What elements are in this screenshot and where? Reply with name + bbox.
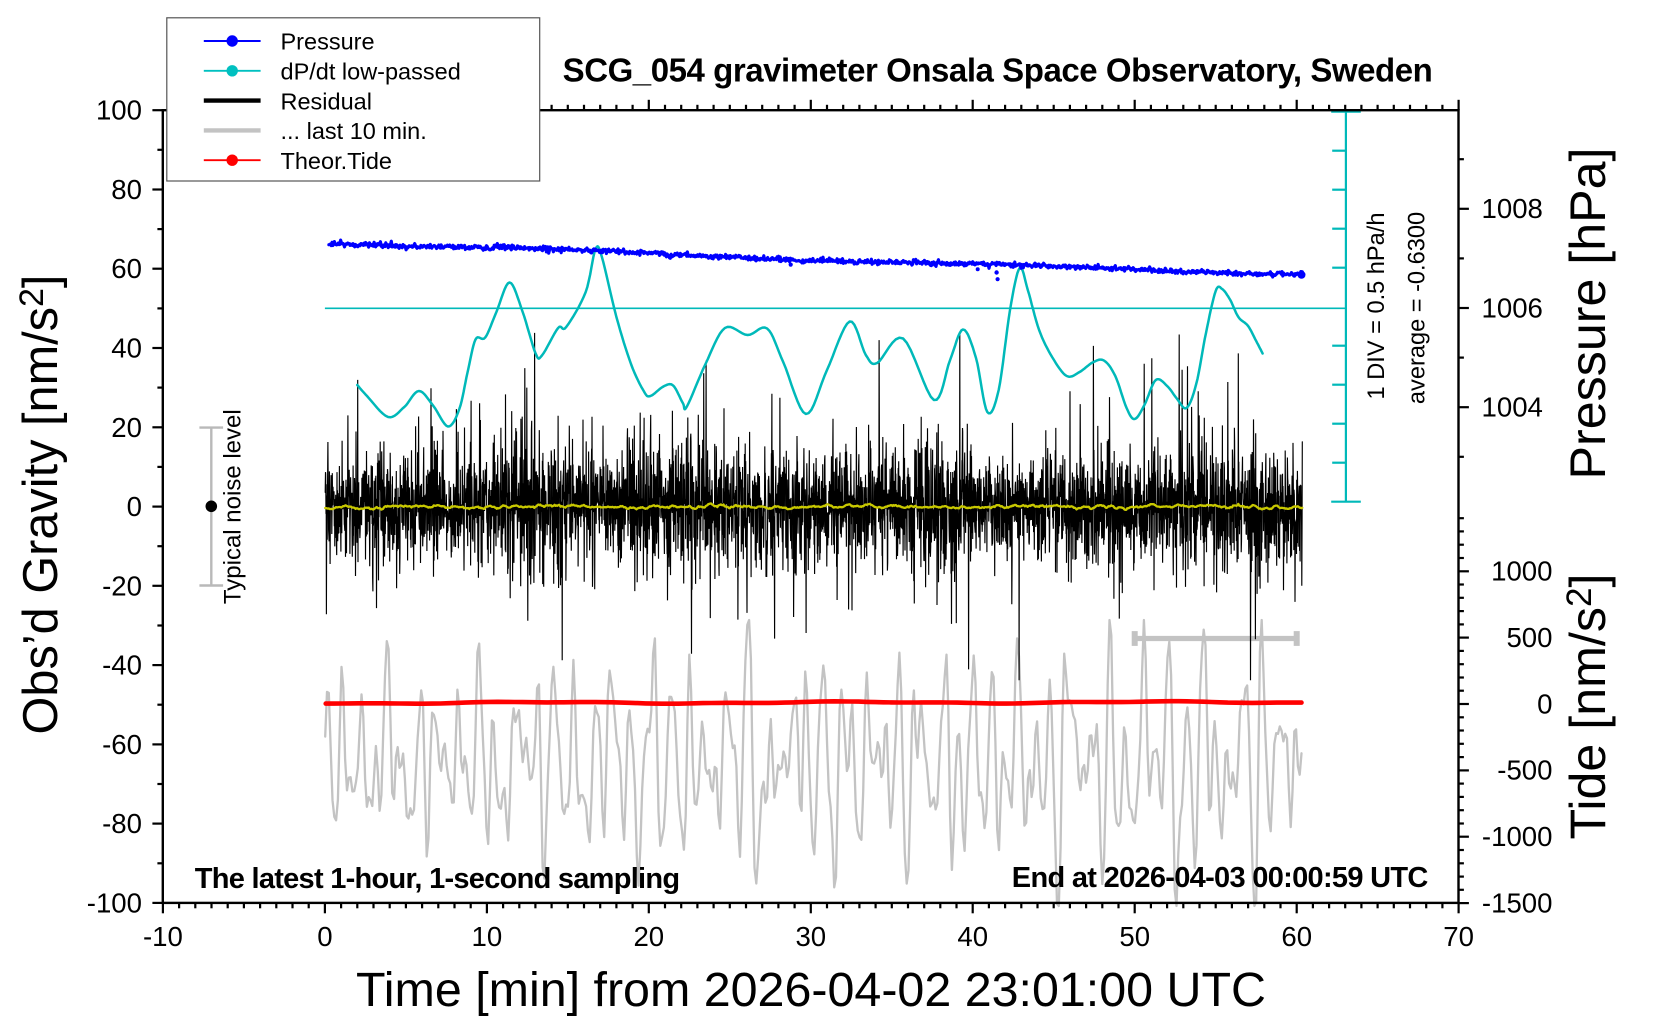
svg-text:1004: 1004 (1482, 392, 1543, 423)
svg-text:-20: -20 (102, 570, 142, 601)
svg-text:1000: 1000 (1491, 556, 1552, 587)
svg-text:... last 10 min.: ... last 10 min. (281, 118, 427, 144)
svg-text:0: 0 (317, 921, 332, 952)
svg-text:1008: 1008 (1482, 193, 1543, 224)
svg-text:0: 0 (1537, 688, 1552, 719)
svg-text:500: 500 (1506, 622, 1552, 653)
svg-text:50: 50 (1119, 921, 1150, 952)
svg-text:80: 80 (111, 174, 142, 205)
svg-text:40: 40 (957, 921, 988, 952)
svg-text:20: 20 (111, 412, 142, 443)
svg-text:40: 40 (111, 333, 142, 364)
svg-text:-80: -80 (102, 808, 142, 839)
svg-text:Typical noise level: Typical noise level (220, 409, 247, 604)
svg-text:Pressure [hPa]: Pressure [hPa] (1560, 148, 1616, 480)
svg-text:End at 2026-04-03 00:00:59 UTC: End at 2026-04-03 00:00:59 UTC (1012, 862, 1429, 894)
svg-text:The latest 1-hour, 1-second sa: The latest 1-hour, 1-second sampling (195, 863, 680, 895)
svg-text:60: 60 (111, 253, 142, 284)
svg-text:-10: -10 (143, 921, 183, 952)
svg-text:SCG_054 gravimeter Onsala Spac: SCG_054 gravimeter Onsala Space Observat… (563, 52, 1433, 89)
svg-text:Pressure: Pressure (281, 29, 375, 55)
svg-text:average = -0.6300: average = -0.6300 (1404, 212, 1430, 404)
svg-text:1 DIV = 0.5 hPa/h: 1 DIV = 0.5 hPa/h (1364, 213, 1390, 400)
svg-text:Obs’d Gravity [nm/s2]: Obs’d Gravity [nm/s2] (13, 275, 68, 735)
svg-text:-100: -100 (87, 887, 142, 918)
svg-text:0: 0 (127, 491, 142, 522)
svg-text:20: 20 (633, 921, 664, 952)
svg-text:-500: -500 (1497, 755, 1552, 786)
svg-text:Residual: Residual (281, 88, 372, 114)
svg-text:-1000: -1000 (1482, 821, 1553, 852)
svg-text:70: 70 (1443, 921, 1474, 952)
svg-text:60: 60 (1281, 921, 1312, 952)
svg-text:Time [min] from 2026-04-02 23:: Time [min] from 2026-04-02 23:01:00 UTC (356, 963, 1266, 1017)
svg-text:Tide [nm/s2]: Tide [nm/s2] (1560, 574, 1616, 840)
svg-text:1006: 1006 (1482, 292, 1543, 323)
svg-text:100: 100 (96, 95, 142, 126)
svg-text:-60: -60 (102, 729, 142, 760)
svg-text:Theor.Tide: Theor.Tide (281, 148, 392, 174)
svg-text:30: 30 (795, 921, 826, 952)
svg-text:dP/dt low-passed: dP/dt low-passed (281, 59, 461, 85)
svg-text:-1500: -1500 (1482, 887, 1553, 918)
svg-text:-40: -40 (102, 650, 142, 681)
svg-text:10: 10 (472, 921, 503, 952)
